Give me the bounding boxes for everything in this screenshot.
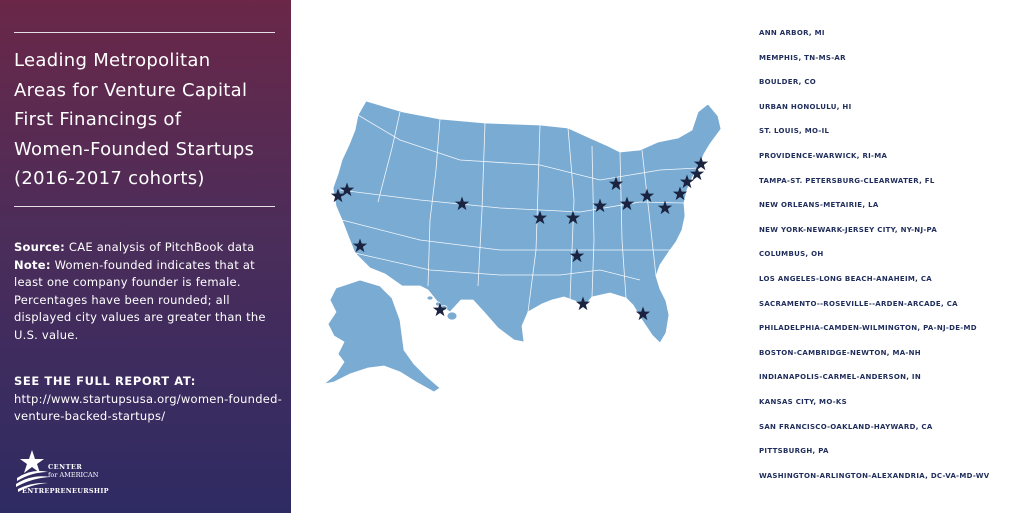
alaska-shape [323, 279, 441, 393]
city-star-marker [330, 188, 346, 203]
city-star-marker [432, 302, 448, 317]
source-notes: Source: CAE analysis of PitchBook data N… [14, 239, 284, 344]
city-star-marker [575, 296, 591, 311]
top-divider [14, 32, 275, 33]
metro-area-item: INDIANAPOLIS-CARMEL-ANDERSON, IN [759, 373, 921, 382]
metro-area-item: COLUMBUS, OH [759, 250, 824, 259]
city-star-marker [454, 196, 470, 211]
organization-logo-text: CENTER for AMERICAN ENTREPRENEURSHIP [22, 463, 109, 495]
metro-area-item: BOSTON-CAMBRIDGE-NEWTON, MA-NH [759, 348, 921, 357]
metro-area-item: LOS ANGELES-LONG BEACH-ANAHEIM, CA [759, 274, 933, 283]
title-line: (2016-2017 cohorts) [14, 168, 205, 189]
source-label: Source: [14, 240, 66, 254]
note-text: Women-founded indicates that at least on… [14, 257, 266, 342]
report-link[interactable]: http://www.startupsusa.org/women-founded… [14, 391, 283, 424]
source-text: CAE analysis of PitchBook data [68, 240, 255, 254]
city-star-marker [592, 198, 608, 213]
logo-line-2: for AMERICAN [48, 471, 99, 479]
logo-line-3: ENTREPRENEURSHIP [22, 487, 109, 495]
map-shapes [323, 100, 722, 393]
city-star-marker [635, 306, 651, 321]
city-star-marker [532, 210, 548, 225]
city-star-marker [639, 188, 655, 203]
full-report: SEE THE FULL REPORT AT: http://www.start… [14, 373, 286, 426]
metro-area-item: PITTSBURGH, PA [759, 447, 829, 456]
us-map-svg [323, 100, 722, 393]
metro-area-item: ST. LOUIS, MO-IL [759, 127, 830, 136]
metro-area-item: KANSAS CITY, MO-KS [759, 397, 847, 406]
us-map [300, 90, 740, 400]
metro-area-item: PROVIDENCE-WARWICK, RI-MA [759, 151, 888, 160]
city-star-marker [339, 182, 355, 197]
title-line: Areas for Venture Capital [14, 79, 248, 101]
city-star-marker [693, 156, 709, 171]
metro-area-item: NEW ORLEANS-METAIRIE, LA [759, 201, 879, 210]
city-star-marker [608, 176, 624, 191]
metro-area-item: SAN FRANCISCO-OAKLAND-HAYWARD, CA [759, 422, 933, 431]
title-line: Leading Metropolitan [14, 50, 211, 71]
city-star-marker [619, 196, 635, 211]
city-star-marker [689, 166, 705, 181]
sidebar-panel: Leading Metropolitan Areas for Venture C… [0, 0, 291, 513]
bottom-divider [14, 206, 275, 207]
metro-area-item: MEMPHIS, TN-MS-AR [759, 53, 846, 62]
title-line: Women-Founded Startups [14, 138, 255, 160]
city-star-marker [352, 238, 368, 253]
metro-area-item: BOULDER, CO [759, 78, 817, 87]
logo-line-1: CENTER [48, 463, 83, 471]
metro-area-item: SACRAMENTO--ROSEVILLE--ARDEN-ARCADE, CA [759, 299, 958, 308]
title-line: First Financings of [14, 109, 182, 130]
star-logo-icon [16, 450, 50, 492]
city-star-marker [565, 210, 581, 225]
report-heading: SEE THE FULL REPORT AT: [14, 374, 196, 388]
metro-area-item: NEW YORK-NEWARK-JERSEY CITY, NY-NJ-PA [759, 225, 938, 234]
city-star-marker [657, 200, 673, 215]
metro-area-item: WASHINGTON-ARLINGTON-ALEXANDRIA, DC-VA-M… [759, 471, 990, 480]
city-markers [330, 156, 709, 321]
city-star-marker [679, 174, 695, 189]
page-title: Leading Metropolitan Areas for Venture C… [14, 46, 282, 194]
metro-area-item: ANN ARBOR, MI [759, 29, 825, 37]
contiguous-us-shape [332, 100, 722, 344]
note-label: Note: [14, 257, 51, 272]
city-star-marker [672, 186, 688, 201]
metro-area-list: ANN ARBOR, MI MEMPHIS, TN-MS-AR BOULDER,… [759, 26, 990, 493]
metro-area-item: URBAN HONOLULU, HI [759, 102, 852, 111]
metro-area-item: TAMPA-ST. PETERSBURG-CLEARWATER, FL [759, 176, 935, 185]
metro-area-item: PHILADELPHIA-CAMDEN-WILMINGTON, PA-NJ-DE… [759, 324, 977, 333]
city-star-marker [569, 248, 585, 263]
